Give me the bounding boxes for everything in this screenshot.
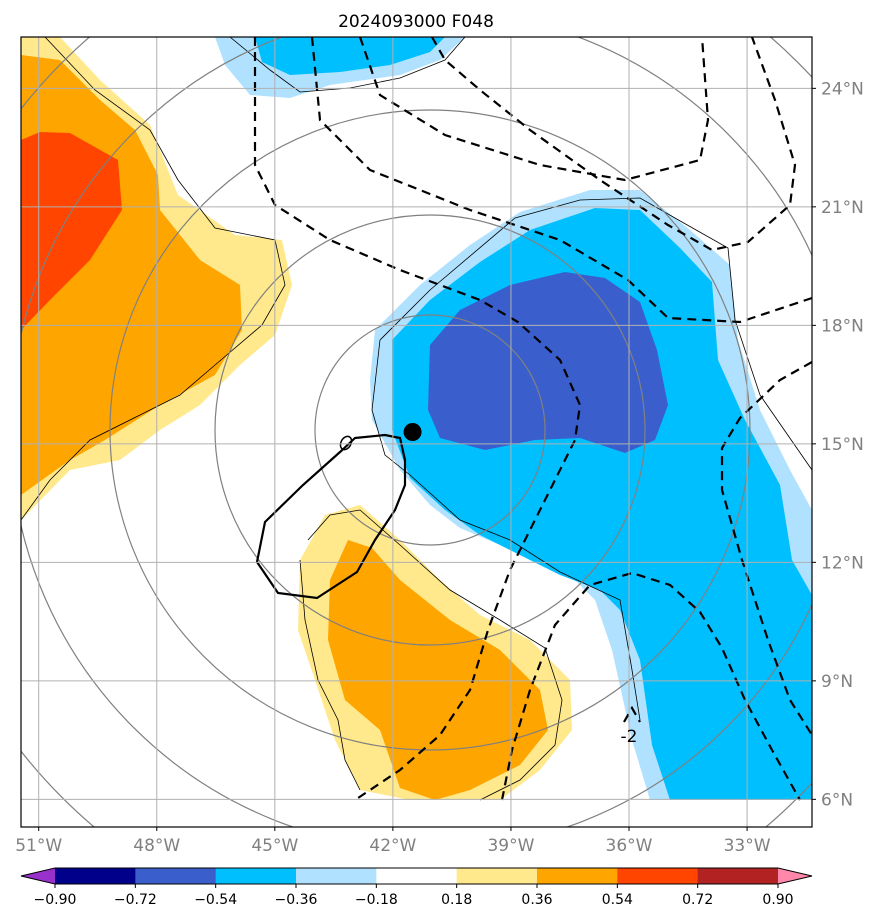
thin-contour-south (307, 509, 563, 801)
thin-contour-east (371, 197, 812, 471)
colorbar-segment (55, 868, 136, 884)
colorbar: −0.90 −0.72 −0.54 −0.36 −0.18 0.18 0.36 0.54 0.7… (20, 867, 813, 908)
fill-0.54-west (21, 132, 122, 330)
colorbar-tick-label: −0.90 (34, 892, 77, 908)
thin-contour-west (21, 37, 286, 521)
colorbar-tick-label: −0.36 (275, 892, 318, 908)
y-tick-label: 21°N (821, 198, 864, 218)
colorbar-tick-label: −0.54 (194, 892, 237, 908)
solid-contour (255, 433, 407, 600)
colorbar-extend-low (21, 868, 55, 884)
x-axis: 51°W 48°W 45°W 42°W 39°W 36°W 33°W (15, 827, 771, 856)
x-tick-label: 45°W (251, 836, 298, 856)
y-tick-label: 12°N (821, 553, 864, 573)
x-tick-label: 48°W (133, 836, 180, 856)
colorbar-tick-label: −0.18 (355, 892, 398, 908)
dashed-contour-3 (358, 37, 710, 182)
negative-fill-east (370, 190, 812, 800)
colorbar-segment (135, 868, 217, 884)
x-tick-label: 33°W (724, 836, 771, 856)
colorbar-tick-label: 0.18 (441, 892, 472, 908)
grey-circle-2 (214, 214, 646, 646)
dashed-contours (253, 37, 812, 801)
y-tick-label: 9°N (821, 672, 853, 692)
x-tick-label: 39°W (487, 836, 534, 856)
thin-contours (21, 37, 812, 801)
chart-title: 2024093000 F048 (338, 12, 494, 32)
colorbar-extend-high (778, 868, 812, 884)
gridlines (21, 37, 812, 827)
colorbar-segment (296, 868, 377, 884)
grey-circle-3 (109, 109, 751, 751)
y-tick-label: 24°N (821, 79, 864, 99)
thin-contour-south-inner (299, 559, 361, 791)
colorbar-tick-label: 0.36 (521, 892, 552, 908)
x-tick-label: 36°W (606, 836, 653, 856)
y-tick-label: 18°N (821, 316, 864, 336)
colorbar-segment (537, 868, 618, 884)
positive-fill-south (298, 505, 572, 800)
colorbar-tick-label: 0.54 (602, 892, 633, 908)
dashed-contour-5 (720, 361, 812, 736)
x-tick-label: 42°W (369, 836, 416, 856)
small-closed-contour (339, 435, 353, 451)
colorbar-tick-label: −0.72 (114, 892, 157, 908)
y-tick-label: 6°N (821, 790, 853, 810)
contour-label-layer: -2 (621, 727, 638, 747)
grey-circle-1 (314, 314, 546, 546)
y-axis: 6°N 9°N 12°N 15°N 18°N 21°N 24°N (812, 79, 864, 810)
colorbar-segment (617, 868, 699, 884)
colorbar-tick-label: 0.90 (762, 892, 793, 908)
y-tick-label: 15°N (821, 435, 864, 455)
colorbar-segment (456, 868, 538, 884)
dashed-contour-1 (253, 37, 582, 801)
negative-fill-north (215, 37, 465, 98)
center-marker (403, 423, 422, 441)
colorbar-segment (697, 868, 779, 884)
marker-layer (403, 423, 422, 441)
colorbar-segment (376, 868, 458, 884)
fill-n0.54-east (428, 272, 668, 453)
colorbar-segment (215, 868, 297, 884)
plot-frame (20, 36, 813, 828)
fill-n0.36-north (255, 37, 445, 75)
dashed-contour-7 (623, 705, 641, 723)
dashed-contour-2 (310, 37, 812, 324)
contour-label: -2 (621, 727, 638, 747)
dashed-contour-4 (431, 37, 797, 252)
fill-0.36-south (328, 540, 548, 800)
x-tick-label: 51°W (15, 836, 62, 856)
dashed-contour-6 (500, 571, 801, 801)
colorbar-tick-label: 0.72 (682, 892, 713, 908)
